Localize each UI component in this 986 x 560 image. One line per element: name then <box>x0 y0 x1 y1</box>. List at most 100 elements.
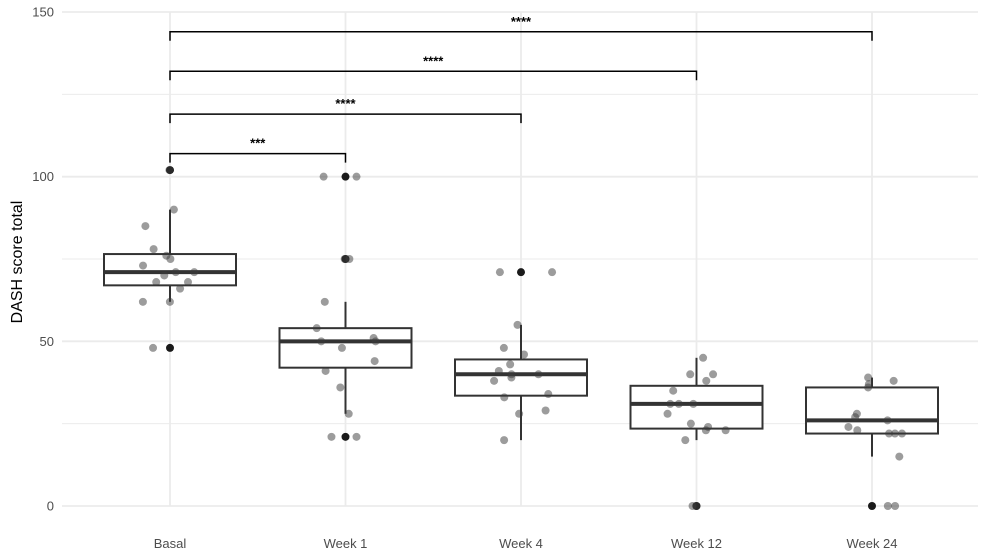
data-point <box>544 390 553 399</box>
data-point <box>176 284 185 293</box>
significance-bracket <box>169 152 347 163</box>
data-point <box>494 366 503 375</box>
data-point <box>686 419 695 428</box>
box-week-4 <box>454 268 588 441</box>
box-iqr <box>629 384 764 430</box>
y-axis-label: DASH score total <box>9 201 26 324</box>
outlier-point <box>517 268 525 277</box>
data-point <box>352 172 361 181</box>
y-tick-label: 0 <box>47 499 54 514</box>
data-point <box>499 343 508 352</box>
data-point <box>541 406 550 415</box>
data-point <box>701 426 710 435</box>
data-point <box>534 370 543 379</box>
data-point <box>371 337 380 346</box>
data-point <box>317 337 326 346</box>
data-point <box>689 399 698 408</box>
box-iqr <box>454 358 588 397</box>
point-layer <box>138 166 906 510</box>
data-point <box>184 278 193 287</box>
annotation-layer: *************** <box>169 14 873 163</box>
x-tick-label: Week 24 <box>846 536 897 551</box>
data-point <box>897 429 906 438</box>
data-point <box>686 370 695 379</box>
data-point <box>370 357 379 366</box>
data-point <box>513 320 522 329</box>
data-point <box>851 413 860 422</box>
data-point <box>319 172 328 181</box>
data-point <box>507 373 516 382</box>
data-point <box>165 166 174 175</box>
significance-bracket <box>169 70 698 81</box>
x-tick-label: Basal <box>154 536 187 551</box>
data-point <box>681 436 690 445</box>
data-point <box>500 436 509 445</box>
box-week-24 <box>805 377 939 510</box>
data-point <box>139 261 148 270</box>
data-point <box>165 297 174 306</box>
data-point <box>895 452 904 461</box>
data-point <box>500 393 509 402</box>
axis-layer: 0 50 100 150 Basal Week 1 Week 4 Week 12 Week 24 <box>32 5 897 552</box>
data-point <box>171 268 180 277</box>
data-point <box>692 502 701 510</box>
data-point <box>321 366 330 375</box>
outlier-point <box>341 172 350 181</box>
x-tick-label: Week 4 <box>499 536 543 551</box>
data-point <box>149 343 158 352</box>
y-tick-label: 50 <box>40 334 54 349</box>
data-point <box>663 409 672 418</box>
data-point <box>320 297 329 306</box>
outlier-point <box>166 343 174 352</box>
data-point <box>520 350 529 359</box>
x-tick-label: Week 1 <box>324 536 368 551</box>
data-point <box>327 432 336 441</box>
outlier-point <box>868 502 876 510</box>
significance-label: **** <box>423 53 444 68</box>
data-point <box>883 502 892 510</box>
box-week-12 <box>629 357 764 510</box>
data-point <box>337 343 346 352</box>
y-tick-label: 100 <box>32 169 54 184</box>
box-iqr <box>103 253 237 287</box>
data-point <box>883 416 892 425</box>
data-point <box>141 222 150 231</box>
data-point <box>890 429 899 438</box>
data-point <box>864 373 873 382</box>
data-point <box>312 324 321 333</box>
data-point <box>166 255 175 263</box>
data-point <box>169 205 178 214</box>
data-point <box>190 268 199 277</box>
data-point <box>152 278 161 287</box>
significance-label: *** <box>250 136 266 151</box>
data-point <box>709 370 718 379</box>
data-point <box>891 502 900 510</box>
data-point <box>889 376 898 385</box>
outlier-point <box>341 432 350 441</box>
significance-bracket <box>169 113 522 124</box>
data-point <box>344 409 353 418</box>
data-point <box>699 353 708 362</box>
data-point <box>674 399 683 408</box>
data-point <box>149 245 158 254</box>
data-point <box>864 383 873 392</box>
data-point <box>853 426 862 435</box>
data-point <box>515 409 524 418</box>
x-tick-label: Week 12 <box>671 536 722 551</box>
data-point <box>548 268 557 277</box>
data-point <box>340 255 349 263</box>
data-point <box>506 360 515 369</box>
data-point <box>352 432 361 441</box>
significance-bracket <box>169 31 873 41</box>
data-point <box>495 268 504 277</box>
data-point <box>702 376 711 385</box>
data-point <box>666 399 675 408</box>
significance-label: **** <box>335 96 356 111</box>
data-point <box>885 429 894 438</box>
data-point <box>844 422 853 431</box>
data-point <box>490 376 499 385</box>
y-tick-label: 150 <box>32 5 54 20</box>
data-point <box>669 386 678 395</box>
box-iqr <box>805 386 939 435</box>
